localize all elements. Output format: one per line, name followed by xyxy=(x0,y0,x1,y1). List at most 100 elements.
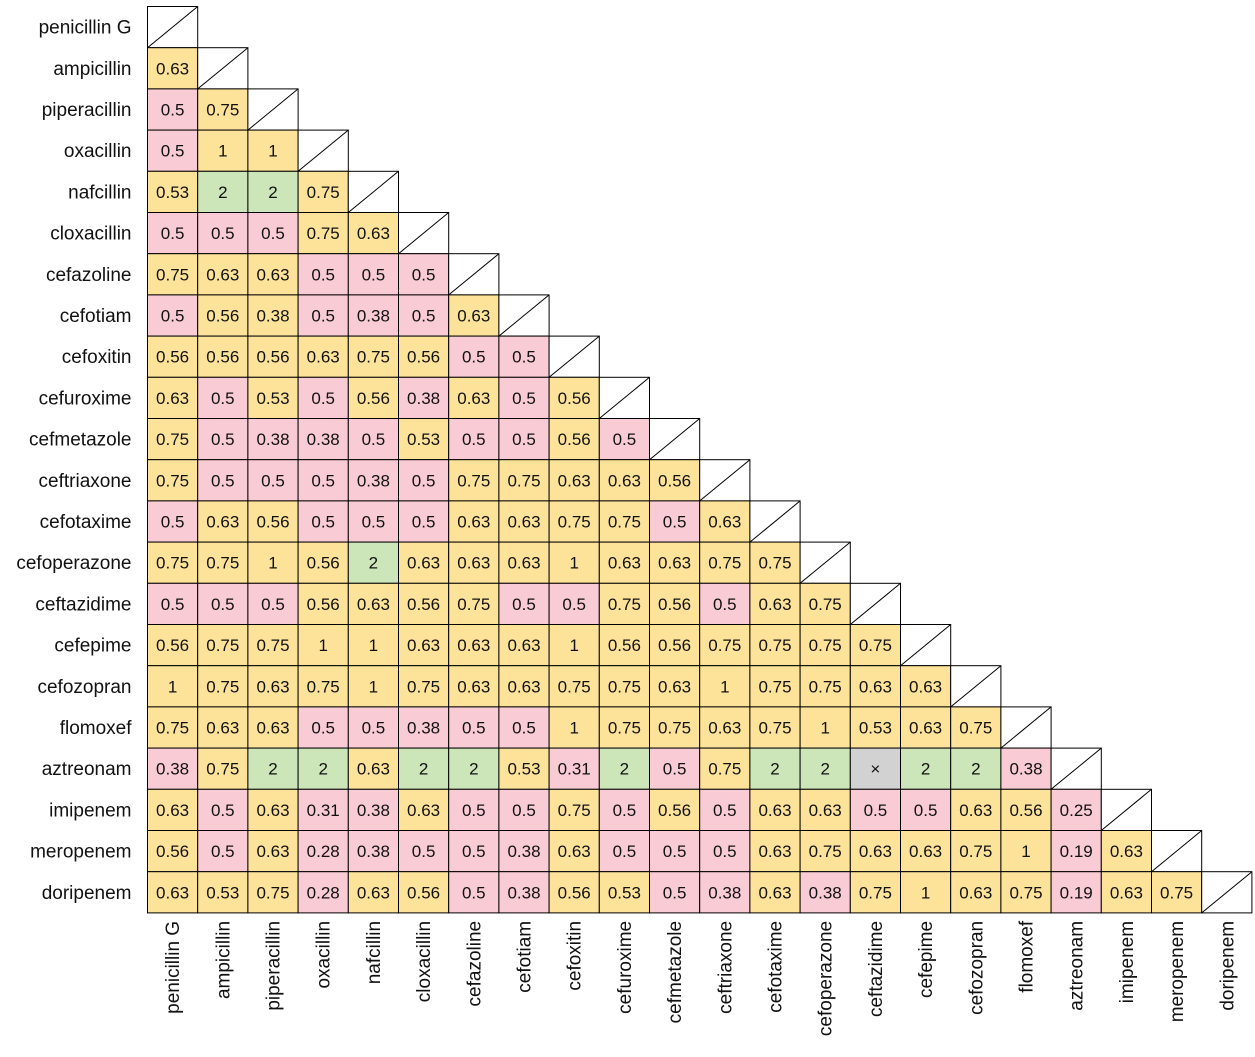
cell-value: 0.53 xyxy=(206,883,239,902)
matrix-cell xyxy=(147,459,199,502)
cell-value: 0.75 xyxy=(256,636,289,655)
diagonal-slash xyxy=(347,170,399,213)
cell-value: 0.38 xyxy=(357,801,390,820)
cell-value: 2 xyxy=(218,183,227,202)
cell-value: 0.5 xyxy=(613,430,637,449)
cell-value: 0.75 xyxy=(156,265,189,284)
cell-value: 0.5 xyxy=(914,801,938,820)
matrix-cell xyxy=(598,665,650,708)
cell-value: 0.75 xyxy=(758,677,791,696)
cell-value: 0.5 xyxy=(412,307,436,326)
diagonal-slash xyxy=(749,500,801,543)
matrix-cell xyxy=(498,541,550,584)
matrix-cell xyxy=(147,170,199,214)
cell-value: 0.63 xyxy=(809,801,842,820)
cell-value: 0.5 xyxy=(261,471,285,490)
matrix-cell xyxy=(197,335,249,378)
matrix-cell xyxy=(398,582,450,625)
cell-value: 0.75 xyxy=(206,677,239,696)
matrix-cell xyxy=(799,747,851,790)
matrix-cell xyxy=(950,830,1002,873)
cell-value: 0.5 xyxy=(311,719,335,738)
diagonal-slash xyxy=(1050,747,1102,790)
cell-value: 0.53 xyxy=(407,430,440,449)
matrix-cell xyxy=(297,582,349,625)
cell-value: 0.63 xyxy=(206,719,239,738)
column-label: cefozopran xyxy=(966,921,987,1015)
matrix-cell xyxy=(699,830,751,873)
cell-value: 0.5 xyxy=(311,513,335,532)
cell-value: 0.63 xyxy=(156,389,189,408)
cell-value: 0.63 xyxy=(909,719,942,738)
cell-value: 0.63 xyxy=(859,677,892,696)
cell-value: 0.75 xyxy=(156,471,189,490)
cell-value: 0.19 xyxy=(1060,883,1093,902)
matrix-cell xyxy=(347,871,399,914)
diagonal-slash xyxy=(398,212,450,255)
cell-value: 0.5 xyxy=(161,224,185,243)
cell-value: 0.63 xyxy=(256,265,289,284)
matrix-cell xyxy=(147,212,199,255)
cell-value: 0.5 xyxy=(713,842,737,861)
matrix-cell xyxy=(799,665,851,708)
matrix-cell xyxy=(749,624,801,667)
column-label: aztreonam xyxy=(1067,921,1088,1011)
cell-value: 0.63 xyxy=(156,883,189,902)
diagonal-slash xyxy=(849,582,901,625)
cell-value: 2 xyxy=(820,760,829,779)
cell-value: 0.63 xyxy=(407,801,440,820)
matrix-cell xyxy=(900,706,952,749)
matrix-cell xyxy=(297,418,349,461)
cell-value: 0.63 xyxy=(658,677,691,696)
matrix-cell xyxy=(197,294,249,337)
matrix-cell xyxy=(649,624,701,667)
matrix-cell xyxy=(548,706,600,749)
cell-value: 0.63 xyxy=(658,554,691,573)
cell-value: 0.63 xyxy=(457,513,490,532)
cell-value: 0.75 xyxy=(859,636,892,655)
cell-value: 0.56 xyxy=(407,883,440,902)
cell-value: 0.5 xyxy=(161,101,185,120)
matrix-cell xyxy=(598,624,650,667)
cell-value: 2 xyxy=(921,760,930,779)
matrix-cell xyxy=(548,871,600,914)
matrix-cell xyxy=(448,871,500,914)
diagonal-slash xyxy=(498,294,550,337)
matrix-cell xyxy=(448,747,500,790)
matrix-cell xyxy=(147,624,199,667)
cell-value: 0.75 xyxy=(608,719,641,738)
matrix-cell xyxy=(1000,747,1052,790)
cell-value: 0.5 xyxy=(512,719,536,738)
matrix-cell xyxy=(950,871,1002,914)
matrix-cell xyxy=(649,871,701,914)
matrix-cell xyxy=(649,582,701,625)
matrix-cell xyxy=(799,871,851,914)
cell-value: 1 xyxy=(168,677,177,696)
column-label: oxacillin xyxy=(314,921,335,989)
column-label: imipenem xyxy=(1117,921,1138,1003)
diagonal-slash xyxy=(900,624,952,667)
cell-value: 0.75 xyxy=(859,883,892,902)
cell-value: 0.5 xyxy=(362,265,386,284)
column-label: cefuroxime xyxy=(615,921,636,1014)
column-label: cefepime xyxy=(916,921,937,998)
cell-value: 0.5 xyxy=(211,430,235,449)
matrix-cell xyxy=(649,541,701,584)
matrix-cell xyxy=(649,665,701,708)
cell-value: 0.63 xyxy=(457,307,490,326)
cell-value: 0.75 xyxy=(156,719,189,738)
cell-value: 0.75 xyxy=(959,719,992,738)
matrix-cell xyxy=(297,624,349,667)
row-label: cefepime xyxy=(54,636,131,657)
cell-value: 0.75 xyxy=(206,636,239,655)
column-label: cefazoline xyxy=(464,921,485,1007)
row-label: cefotaxime xyxy=(40,512,132,533)
matrix-cell xyxy=(247,418,299,461)
cell-value: 1 xyxy=(921,883,930,902)
cell-value: 2 xyxy=(469,760,478,779)
matrix-cell xyxy=(598,459,650,502)
matrix-cell xyxy=(598,500,650,543)
cell-value: 0.63 xyxy=(457,677,490,696)
cell-value: 0.25 xyxy=(1060,801,1093,820)
